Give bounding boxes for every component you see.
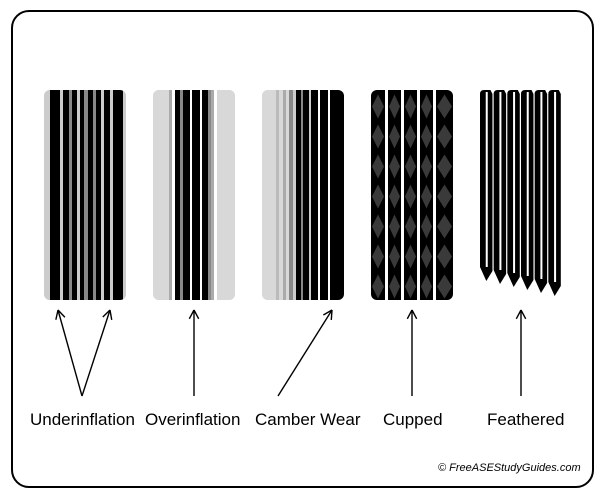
- tire-cupped: [371, 90, 453, 300]
- tire-camber: [262, 90, 344, 300]
- label-overinflation: Overinflation: [145, 410, 240, 430]
- label-feathered: Feathered: [487, 410, 565, 430]
- label-cupped: Cupped: [383, 410, 443, 430]
- tire-overinflation: [153, 90, 235, 300]
- label-underinflation: Underinflation: [30, 410, 135, 430]
- copyright-text: © FreeASEStudyGuides.com: [438, 462, 581, 474]
- tire-feathered: [480, 90, 562, 308]
- tire-underinflation: [44, 90, 126, 300]
- label-camber: Camber Wear: [255, 410, 361, 430]
